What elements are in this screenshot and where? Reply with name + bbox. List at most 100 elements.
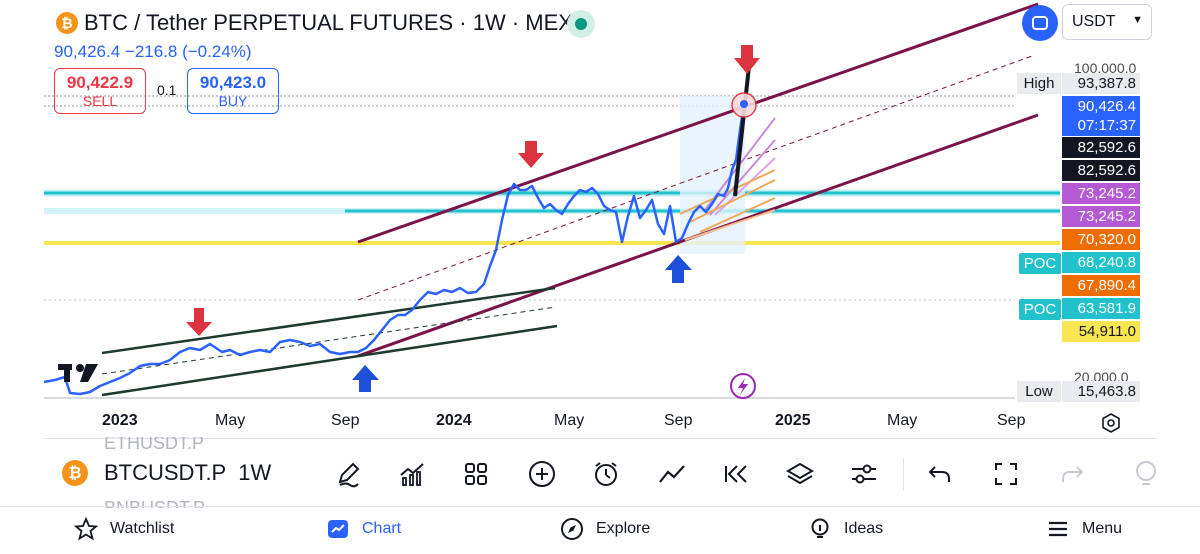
nav-chart-label: Chart (362, 520, 402, 537)
fullscreen-button[interactable] (988, 456, 1024, 492)
high-label: High (1017, 73, 1061, 94)
bitcoin-icon: ₿ (62, 460, 88, 486)
green-channel-mid (101, 306, 557, 375)
compass-icon (561, 518, 583, 540)
symbol-name: BTCUSDT.P (104, 460, 227, 485)
hamburger-menu-icon (1049, 521, 1067, 537)
buy-label: BUY (218, 93, 248, 109)
lightbulb-faded-icon (1136, 461, 1156, 485)
time-label-may-2023: May (215, 412, 246, 429)
add-button[interactable] (524, 456, 560, 492)
high-value: 93,387.8 (1062, 73, 1140, 94)
sell-button[interactable]: 90,422.9 SELL (54, 68, 146, 114)
poc-tag-1: POC (1019, 253, 1061, 274)
last-quote: 90,426.4 −216.8 (−0.24%) (54, 42, 252, 61)
layouts-button[interactable] (458, 456, 494, 492)
red-arrow-3 (734, 45, 760, 74)
chart-divider (44, 438, 1158, 439)
hexagon-settings-icon (1102, 413, 1120, 433)
lightbulb-icon (811, 518, 829, 538)
nav-menu[interactable]: Menu (1046, 517, 1122, 541)
nav-watchlist[interactable]: Watchlist (74, 517, 174, 541)
green-channel-upper (101, 286, 556, 355)
symbol-title[interactable]: ₿ BTC / Tether PERPETUAL FUTURES · 1W · … (56, 10, 589, 36)
chart-square-icon (328, 520, 348, 538)
time-label-may-2025: May (887, 412, 918, 429)
nav-watchlist-label: Watchlist (110, 520, 175, 537)
price-line (43, 103, 746, 396)
grid-icon (465, 463, 487, 485)
undo-button[interactable] (922, 456, 958, 492)
low-value: 15,463.8 (1062, 381, 1140, 402)
rewind-icon (725, 465, 747, 483)
pencil-icon (338, 462, 360, 488)
spread-value: 0.1 (157, 82, 177, 98)
countdown-label: 07:17:37 (1062, 115, 1140, 136)
sell-price: 90,422.9 (66, 73, 134, 92)
low-label: Low (1017, 381, 1061, 402)
currency-value: USDT (1072, 13, 1116, 30)
black-level-2: 82,592.6 (1062, 160, 1140, 181)
time-label-2025: 2025 (775, 412, 811, 429)
buy-button[interactable]: 90,423.0 BUY (187, 68, 279, 114)
time-label-2024: 2024 (436, 412, 472, 429)
fullscreen-toggle-button[interactable] (1022, 5, 1058, 41)
bitcoin-coin-icon: ₿ (56, 12, 78, 34)
poc-tag-2: POC (1019, 299, 1061, 320)
sell-label: SELL (82, 93, 118, 109)
black-level-1: 82,592.6 (1062, 137, 1140, 158)
market-open-dot-icon (575, 18, 587, 30)
buy-price: 90,423.0 (199, 73, 267, 92)
replay-button[interactable] (718, 456, 754, 492)
lightning-badge-icon (730, 373, 756, 399)
prev-symbol-ghost[interactable]: ETHUSDT.P (104, 437, 205, 449)
orange-level-1: 70,320.0 (1062, 229, 1140, 250)
timeframe-value[interactable]: 1W (238, 460, 272, 485)
redo-button[interactable] (1054, 456, 1090, 492)
star-icon (74, 517, 98, 541)
chart-type-button[interactable] (654, 456, 690, 492)
purple-level-2: 73,245.2 (1062, 206, 1140, 227)
purple-level-1: 73,245.2 (1062, 183, 1140, 204)
settings-sliders-button[interactable] (846, 456, 882, 492)
market-status-indicator[interactable] (567, 10, 595, 38)
blue-arrow-1 (352, 365, 379, 392)
nav-explore-label: Explore (596, 520, 651, 537)
orange-level-2: 67,890.4 (1062, 275, 1140, 296)
channel-mid (357, 55, 1033, 301)
currency-select[interactable]: USDT ▼ (1062, 4, 1152, 40)
bottom-navigation: Watchlist Chart Explore Ideas Menu (0, 506, 1200, 554)
chart-settings-button[interactable] (1100, 412, 1122, 439)
next-symbol-ghost[interactable]: BNBUSDT.P (104, 498, 206, 508)
line-chart-icon (659, 465, 685, 483)
redo-icon (1062, 466, 1084, 482)
nav-ideas-label: Ideas (844, 520, 884, 537)
time-label-sep-2025: Sep (997, 412, 1026, 429)
objects-tree-button[interactable] (782, 456, 818, 492)
nav-chart[interactable]: Chart (326, 517, 401, 541)
projection-box (680, 96, 745, 254)
draw-tool-button[interactable] (330, 456, 366, 492)
yellow-level-1: 54,911.0 (1062, 321, 1140, 342)
ideas-toolbar-button[interactable] (1128, 456, 1164, 492)
symbol-title-text: BTC / Tether PERPETUAL FUTURES · 1W · ME… (84, 10, 589, 35)
poc-value-1: 68,240.8 (1062, 252, 1140, 273)
alarm-clock-icon (595, 462, 617, 486)
price-tick-top: 100,000.0 (1074, 60, 1137, 76)
channel-upper (357, 2, 1039, 244)
time-label-sep-2024: Sep (664, 412, 693, 429)
symbol-selector[interactable]: ₿ BTCUSDT.P 1W (62, 460, 271, 486)
chevron-down-icon: ▼ (1132, 14, 1143, 26)
green-channel-lower (101, 324, 558, 397)
nav-ideas[interactable]: Ideas (808, 517, 883, 541)
time-label-sep-2023: Sep (331, 412, 360, 429)
indicators-button[interactable] (394, 456, 430, 492)
alert-button[interactable] (588, 456, 624, 492)
tradingview-logo (58, 364, 98, 382)
nav-explore[interactable]: Explore (560, 517, 650, 541)
undo-icon (928, 466, 950, 482)
indicators-icon (400, 463, 424, 486)
expand-icon (995, 463, 1017, 485)
frame-icon (1032, 16, 1048, 30)
